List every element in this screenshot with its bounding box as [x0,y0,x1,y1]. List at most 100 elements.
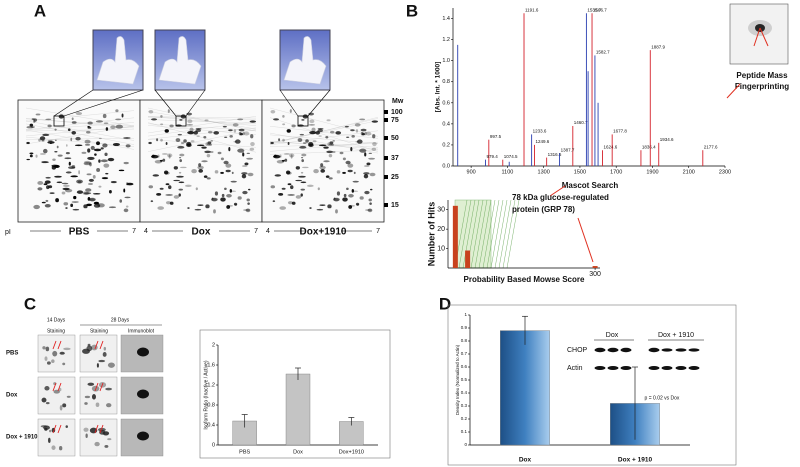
gel-spot [250,142,255,147]
hatch [498,199,512,269]
gel-spot [167,109,170,113]
crop-spot [84,402,88,405]
gel-spot [242,131,245,136]
gel-streak [147,139,257,148]
gel-spot [29,154,33,158]
blot-band [620,366,632,370]
gel-spot [353,171,356,175]
gel-spot [359,196,364,200]
gel-spot [287,183,292,186]
gel-spot [168,185,172,190]
y-tick-label: 20 [437,226,445,233]
gel-streak [25,125,135,145]
gel-spot [326,119,331,122]
column-header: Staining [90,328,108,334]
gel-spot [328,144,335,146]
gel-spot [302,142,307,144]
gel-spot [349,204,355,207]
protein-label: 78 kDa glucose-regulated [512,193,609,202]
blot-spot [137,347,149,357]
gel-crop [37,334,76,373]
inset-peak [283,36,327,85]
zoom-line [185,89,206,117]
crop-spot [104,444,109,448]
gel-spot [355,202,360,206]
gel-spot [148,141,152,145]
blot-row: Actin [567,365,583,372]
gel-spot [190,140,195,143]
gel-spot [83,192,92,195]
gel-spot [279,206,287,210]
gel-spot [278,138,281,142]
peak-label: 1582.7 [596,50,610,55]
gel-spot [179,159,182,163]
gel-spot [290,154,293,159]
gel-streak [147,117,257,121]
panel-label: D [439,294,451,313]
gel-spot [49,192,55,195]
crop-arrow [52,382,57,392]
gel-spot [351,135,355,138]
gel-spot [336,191,341,196]
gel-spot [355,141,359,143]
peak-label: 1249.6 [536,139,550,144]
crop-arrow [99,382,104,392]
crop-spot [51,445,56,450]
gel-spot [301,119,305,121]
gel-spot [152,174,159,177]
gel-spot [367,208,373,213]
zoom-line [63,89,144,117]
y-tick-label: 0.6 [461,364,468,369]
gel-spot [285,170,291,175]
gel-spot [48,185,53,189]
gel-spot [154,160,163,164]
gel-spot [105,172,109,175]
gel-spot [94,153,97,156]
gel-spot [195,187,198,191]
gel-spot [26,141,30,145]
gel-spot [194,208,202,211]
gel [17,99,141,223]
gel-spot [233,202,238,206]
gel-spot [343,193,347,198]
gel-spot [179,119,183,121]
gel-spot [72,208,80,211]
gel-spot [291,124,296,128]
gel-spot [364,131,367,136]
pi-high: 7 [132,228,136,235]
gel-spot [165,201,171,205]
panel-label: C [24,294,36,313]
gel-spot [70,175,78,178]
crop-arrow [94,340,99,350]
gel-spot [273,118,280,121]
gel-spot [55,198,59,203]
blot-band [688,366,700,370]
y-tick-label: 0.5 [461,377,468,382]
crop-spot [45,402,50,405]
gel-spot [207,141,212,145]
day-header: 14 Days [47,317,66,323]
bar [500,330,550,446]
gel-streak [25,123,135,145]
y-tick-label: 1 [464,312,467,317]
crop-spot [41,397,47,403]
gel-spot [281,159,285,162]
y-axis-label: [Abs. Int. * 1000] [435,62,442,113]
gel-spot [364,190,370,195]
y-tick-label: 0.9 [461,325,468,330]
gel-spot [125,205,129,208]
gel-spot [278,192,284,196]
gel-streak [147,111,257,130]
gel-spot [327,204,332,209]
y-tick-label: 0.8 [442,79,450,85]
crop-spot [63,347,71,351]
gel-streak [269,117,379,152]
gel-spot [78,170,80,175]
gel-spot [270,109,276,114]
gel-spot [201,146,207,149]
gel-spot [33,204,40,210]
blot-band [607,366,619,370]
gel-spot [312,140,317,143]
gel-spot [282,138,285,142]
peak-label: 1566.7 [593,7,607,12]
